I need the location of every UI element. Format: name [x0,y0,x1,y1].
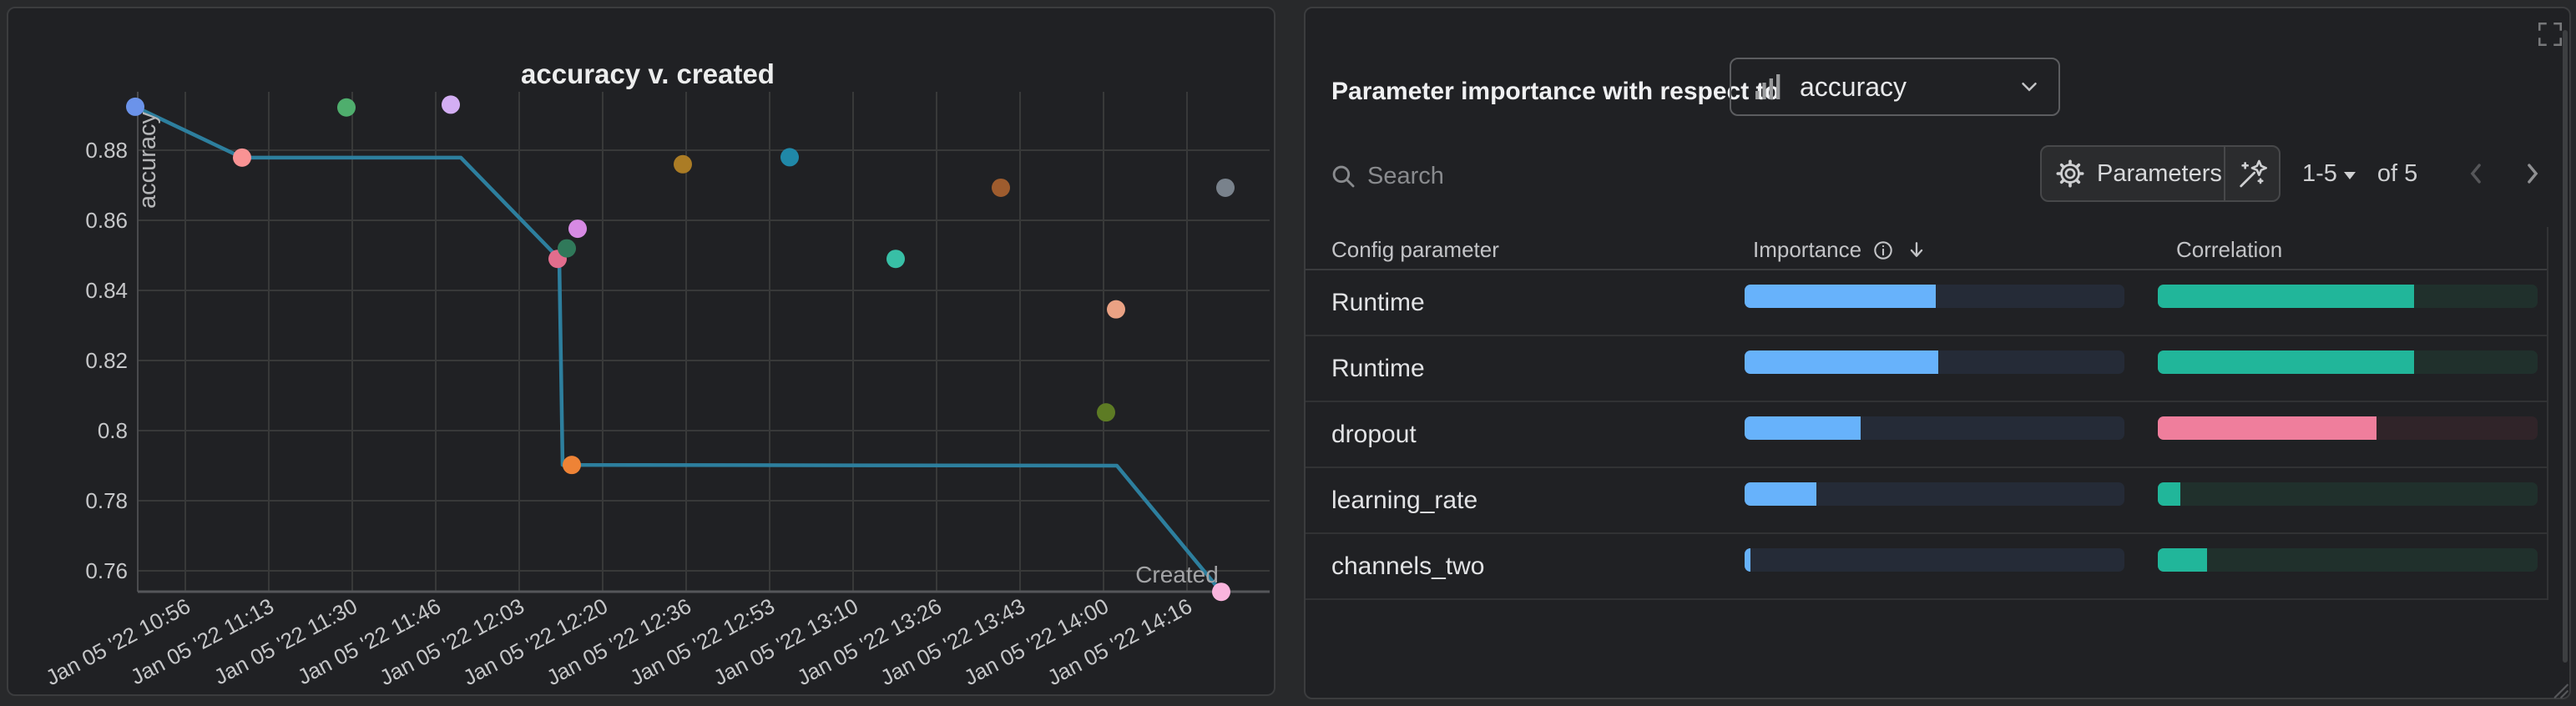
metric-select[interactable]: accuracy [1730,58,2060,116]
config-parameter-name: dropout [1331,421,1417,448]
run-point[interactable] [558,239,576,258]
config-parameter-name: Runtime [1331,355,1425,382]
x-tick-label: Jan 05 '22 13:43 [876,593,1029,690]
next-page-button[interactable] [2516,157,2549,190]
info-icon[interactable] [1871,239,1895,262]
x-tick-label: Jan 05 '22 11:46 [293,593,444,689]
parameters-button[interactable]: Parameters [2042,147,2224,200]
y-tick-label: 0.8 [98,418,128,443]
run-point[interactable] [568,219,587,239]
run-point[interactable] [1216,178,1235,197]
metric-select-value: accuracy [1800,71,1907,102]
fullscreen-icon[interactable] [2536,20,2564,48]
run-point[interactable] [442,95,460,114]
x-tick-label: Jan 05 '22 12:36 [543,593,695,690]
x-tick-label: Jan 05 '22 14:00 [960,593,1113,690]
x-tick-label: Jan 05 '22 13:10 [710,593,862,690]
config-parameter-name: learning_rate [1331,487,1478,514]
run-point[interactable] [233,148,251,167]
page-range-dropdown[interactable]: 1-5 [2302,160,2356,188]
run-point[interactable] [1107,300,1125,319]
y-tick-label: 0.82 [85,348,128,373]
run-point[interactable] [1097,403,1115,422]
table-row[interactable]: Runtime [1306,270,2548,336]
y-tick-label: 0.78 [85,488,128,513]
chevron-down-icon [2022,83,2037,92]
x-tick-label: Jan 05 '22 13:26 [793,593,946,690]
importance-bar [1745,416,2124,440]
caret-down-icon [2343,171,2356,179]
parameters-button-label: Parameters [2097,159,2222,187]
search-input[interactable]: Search [1329,155,1721,197]
x-tick-label: Jan 05 '22 14:16 [1043,593,1196,690]
importance-bar [1745,285,2124,308]
chart-title: accuracy v. created [521,58,775,89]
x-tick-label: Jan 05 '22 10:56 [42,593,194,690]
parameter-importance-panel: Parameter importance with respect to acc… [1304,7,2571,699]
vertical-scrollbar[interactable] [2563,30,2568,663]
x-axis-label: Created [1135,562,1219,587]
run-point[interactable] [886,250,905,269]
column-importance[interactable]: Importance [1753,237,1928,263]
run-point[interactable] [563,456,581,475]
x-tick-label: Jan 05 '22 12:53 [626,593,779,690]
pagination: 1-5 of 5 [2302,145,2417,202]
table-row[interactable]: Runtime [1306,336,2548,402]
config-parameter-name: channels_two [1331,552,1485,580]
best-run-line [134,104,1223,593]
x-tick-label: Jan 05 '22 12:03 [376,593,528,690]
resize-handle-icon[interactable] [2548,678,2573,703]
y-tick-label: 0.76 [85,558,128,583]
run-point[interactable] [126,97,144,116]
magic-wand-button[interactable] [2224,147,2279,200]
search-placeholder: Search [1367,162,1444,189]
accuracy-chart-panel: 0.88 0.86 0.84 0.82 0.8 0.78 0.76 Jan 05 '22 10… [7,7,1275,696]
panel-title: Parameter importance with respect to [1331,78,1780,105]
table-right-divider [2547,227,2548,600]
x-tick-label: Jan 05 '22 11:13 [126,593,277,689]
table-row[interactable]: dropout [1306,402,2548,468]
table-controls: Parameters [2040,145,2281,202]
run-point[interactable] [1212,582,1230,602]
x-tick-label: Jan 05 '22 11:30 [210,593,361,689]
page-range-label: 1-5 [2302,159,2337,187]
column-config-parameter[interactable]: Config parameter [1331,237,1499,262]
prev-page-button[interactable] [2459,157,2493,190]
gear-icon [2056,159,2084,188]
run-point[interactable] [674,154,692,174]
run-point[interactable] [337,98,356,117]
table-row[interactable]: channels_two [1306,534,2548,600]
config-parameter-name: Runtime [1331,289,1425,316]
correlation-bar [2158,285,2538,308]
magic-wand-icon [2240,159,2267,188]
correlation-bar [2158,350,2538,374]
correlation-bar [2158,416,2538,440]
importance-bar [1745,350,2124,374]
page-total-label: of 5 [2376,159,2418,187]
bar-chart-icon [1755,74,1780,99]
y-tick-label: 0.86 [85,208,128,233]
column-importance-label: Importance [1753,237,1862,262]
run-point[interactable] [780,148,799,167]
column-correlation[interactable]: Correlation [2176,237,2283,262]
y-tick-label: 0.88 [85,138,128,163]
sort-descending-icon[interactable] [1905,239,1928,262]
importance-bar [1745,548,2124,572]
search-icon [1332,165,1355,188]
correlation-bar [2158,482,2538,506]
x-tick-label: Jan 05 '22 12:20 [459,593,612,690]
y-axis-label: accuracy [134,111,161,209]
importance-bar [1745,482,2124,506]
y-tick-label: 0.84 [85,278,128,303]
accuracy-v-created-chart[interactable]: 0.88 0.86 0.84 0.82 0.8 0.78 0.76 Jan 05 '22 10… [8,8,1274,694]
run-point[interactable] [992,178,1010,197]
table-row[interactable]: learning_rate [1306,468,2548,534]
table-header: Config parameter Importance Correlation [1306,225,2548,270]
correlation-bar [2158,548,2538,572]
